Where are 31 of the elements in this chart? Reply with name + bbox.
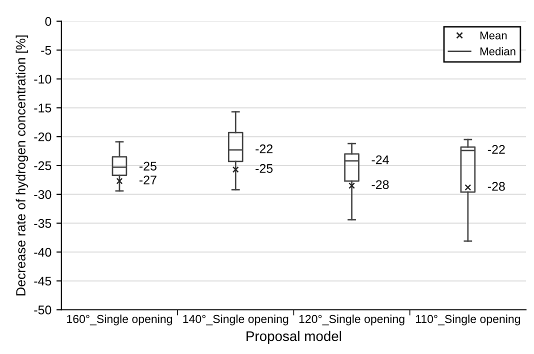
y-axis-title: Decrease rate of hydrogen concentration [%] — [16, 36, 28, 296]
y-tick-label: -30 — [34, 190, 52, 199]
point — [348, 182, 355, 189]
legend-label: Median — [480, 47, 516, 56]
x-tick-label: 160°_Single opening — [67, 314, 172, 326]
x-tick-label: 110°_Single opening — [416, 314, 520, 326]
y-tick-label: -45 — [34, 276, 52, 286]
x-tick-label: 140°_Single opening — [183, 314, 288, 326]
annotation: -28 — [372, 180, 389, 190]
y-tick-label: -20 — [34, 132, 52, 142]
annotation: -24 — [372, 155, 389, 164]
y-tick-label: 0 — [45, 17, 52, 26]
annotation: -25 — [256, 164, 273, 173]
y-tick-label: -35 — [34, 219, 52, 228]
y-tick-label: -50 — [34, 306, 52, 314]
y-tick-label: -5 — [41, 46, 52, 55]
annotation: -22 — [256, 144, 273, 154]
annotation: -28 — [488, 182, 505, 191]
y-tick-label: -40 — [34, 248, 52, 257]
annotation: -22 — [488, 144, 505, 154]
x-axis-title: Proposal model — [246, 330, 342, 344]
point — [116, 178, 123, 184]
x-tick-label: 120°_Single opening — [299, 314, 404, 326]
point — [232, 166, 239, 173]
y-tick-label: -10 — [34, 74, 52, 84]
y-tick-label: -15 — [34, 104, 52, 112]
y-tick-label: -25 — [34, 161, 52, 170]
annotation: -25 — [139, 162, 156, 171]
point — [464, 184, 472, 191]
annotation: -27 — [139, 176, 156, 184]
legend-label: Mean — [480, 32, 507, 40]
